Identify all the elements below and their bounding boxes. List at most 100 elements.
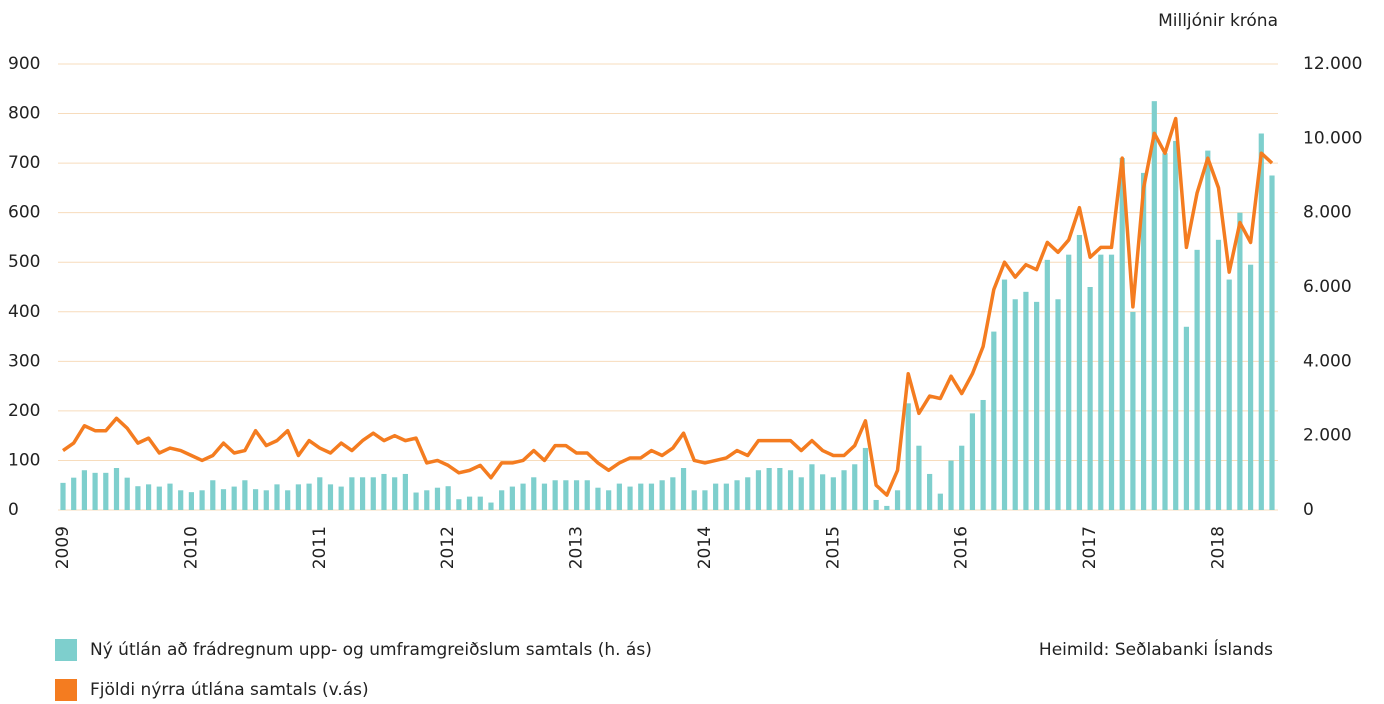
bar [563, 480, 569, 510]
bar [894, 490, 901, 510]
y2-tick-label: 0 [1303, 500, 1314, 520]
bar [927, 473, 933, 510]
x-tick-label: 2018 [1209, 526, 1229, 569]
bar [905, 403, 911, 510]
bar [991, 331, 997, 510]
bar [627, 486, 633, 510]
bar [1269, 175, 1275, 510]
bar [167, 483, 173, 510]
bar [434, 487, 441, 510]
bar [595, 487, 601, 510]
bar [295, 484, 301, 510]
bar [1108, 254, 1115, 510]
bar [702, 490, 708, 510]
bar [188, 492, 194, 510]
bar [317, 477, 323, 510]
y2-tick-label: 4.000 [1303, 351, 1352, 371]
bar [1248, 264, 1254, 510]
bar [1141, 172, 1147, 511]
bar [680, 468, 687, 510]
bar [1237, 212, 1243, 510]
bar [113, 468, 120, 510]
bar [937, 493, 943, 510]
bar [1258, 133, 1264, 511]
bar [916, 445, 922, 510]
x-tick-label: 2010 [181, 526, 201, 569]
bar [723, 483, 729, 510]
bar [242, 480, 248, 510]
bar [873, 499, 879, 510]
bar [809, 464, 815, 510]
bar [691, 490, 697, 510]
bar [349, 477, 355, 510]
bar [734, 480, 740, 510]
bar [659, 480, 665, 510]
bar [1001, 279, 1008, 510]
bar [1076, 234, 1083, 510]
bar [552, 480, 558, 510]
bar [959, 445, 965, 510]
bar [616, 483, 622, 510]
bar [1087, 287, 1093, 510]
x-tick-label: 2014 [695, 526, 715, 569]
bar [231, 486, 237, 510]
bar [1044, 259, 1050, 510]
bar [338, 486, 344, 510]
y2-tick-label: 12.000 [1303, 54, 1362, 74]
bar [648, 483, 655, 510]
bar [1226, 279, 1232, 510]
bar [456, 499, 462, 510]
bar [1162, 153, 1168, 510]
bar [520, 483, 526, 510]
bar [509, 486, 515, 510]
bar [145, 484, 152, 510]
bar [1151, 101, 1157, 511]
y2-tick-label: 2.000 [1303, 426, 1352, 446]
bar [1119, 158, 1125, 510]
y2-axis-label: Milljónir króna [1158, 11, 1278, 31]
source: Heimild: Seðlabanki Íslands [1039, 638, 1273, 660]
bar [488, 502, 494, 510]
bar [766, 468, 772, 510]
bar [755, 470, 762, 510]
bar [402, 473, 408, 510]
bar [1173, 140, 1179, 510]
bar [285, 490, 291, 510]
bar [969, 413, 976, 510]
bar [830, 477, 836, 510]
line [62, 116, 1274, 497]
bar [92, 472, 98, 510]
bar [1215, 239, 1222, 510]
y2-tick-label: 6.000 [1303, 277, 1352, 297]
bar [370, 477, 376, 510]
bar [1130, 311, 1136, 510]
y-tick-label: 400 [8, 302, 40, 322]
bar [541, 483, 548, 510]
bar [980, 399, 986, 510]
bar [787, 470, 794, 510]
x-tick-label: 2009 [53, 526, 73, 569]
bar [948, 460, 954, 510]
bar [1194, 249, 1200, 511]
x-tick-label: 2011 [310, 526, 330, 569]
x-tick-label: 2016 [952, 526, 972, 569]
bar [381, 473, 387, 510]
legend-label: Fjöldi nýrra útlána samtals (v.ás) [90, 680, 369, 700]
bar [327, 484, 334, 510]
bar [884, 505, 890, 510]
bar [263, 490, 269, 510]
bar [1034, 301, 1040, 510]
y-tick-label: 0 [8, 500, 19, 520]
bar [531, 477, 537, 510]
bar [199, 490, 205, 510]
bar [820, 474, 826, 510]
bar [1205, 150, 1211, 510]
y-tick-label: 600 [8, 203, 40, 223]
bar [841, 470, 847, 510]
y-tick-label: 700 [8, 153, 40, 173]
x-tick-label: 2012 [438, 526, 458, 569]
y-tick-label: 900 [8, 54, 40, 74]
bar [862, 447, 869, 510]
y-tick-label: 800 [8, 104, 40, 124]
bar [1098, 254, 1104, 510]
